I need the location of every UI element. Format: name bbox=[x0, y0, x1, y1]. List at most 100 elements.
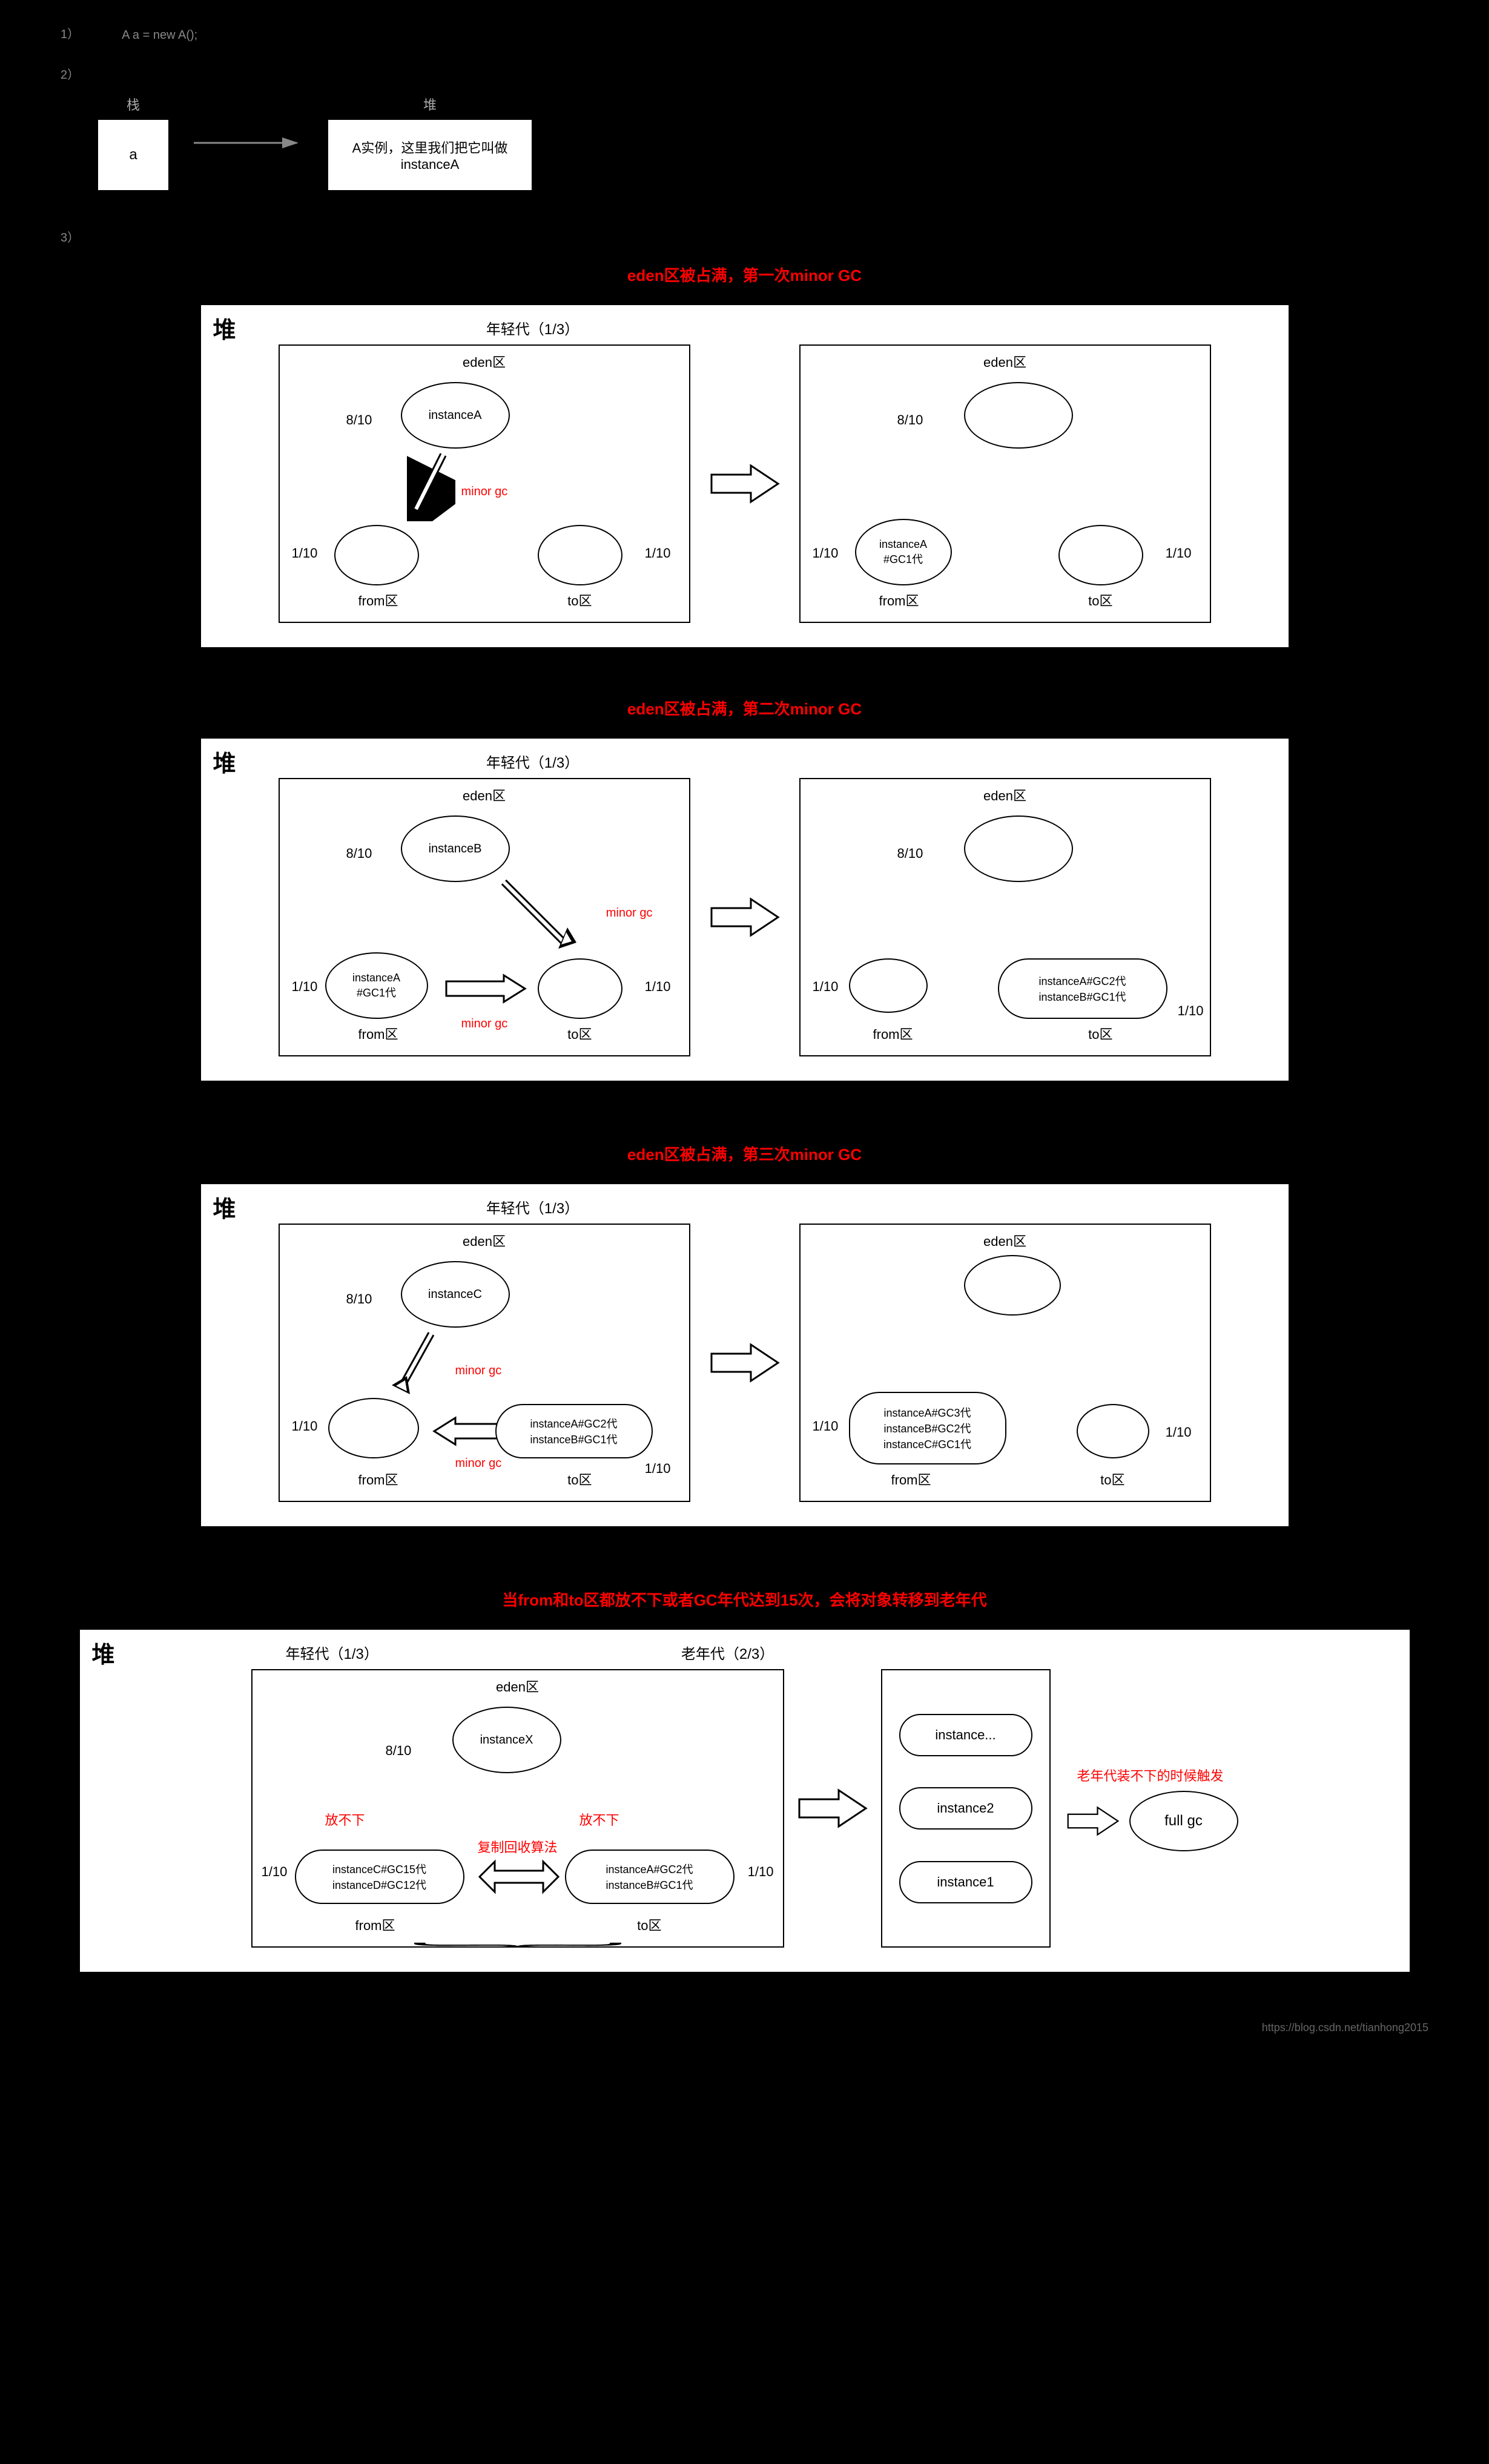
rt3: 1/10 bbox=[645, 1461, 671, 1477]
step-1: 1） A a = new A(); bbox=[61, 24, 1428, 47]
promote-title: 当from和to区都放不下或者GC年代达到15次，会将对象转移到老年代 bbox=[61, 1588, 1428, 1610]
from-label-a: from区 bbox=[879, 590, 919, 610]
re3: 8/10 bbox=[346, 1291, 372, 1307]
gc2-title: eden区被占满，第二次minor GC bbox=[61, 697, 1428, 719]
to-label: to区 bbox=[567, 590, 592, 610]
heap-title-2: 堆 bbox=[213, 745, 236, 778]
brace-icon: ︸ bbox=[409, 1937, 627, 1964]
transition-arrow-icon bbox=[708, 460, 781, 508]
to-oval-2 bbox=[538, 958, 622, 1019]
arrow-from-to-icon bbox=[443, 970, 528, 1007]
eden-instanceB: instanceB bbox=[401, 815, 510, 882]
from-content-2: instanceA #GC1代 bbox=[325, 952, 428, 1019]
yl3: 年轻代（1/3） bbox=[0, 1196, 1264, 1217]
ratio-eden-a: 8/10 bbox=[897, 412, 923, 428]
watermark: https://blog.csdn.net/tianhong2015 bbox=[61, 2021, 1428, 2034]
ratio-eden: 8/10 bbox=[346, 412, 372, 428]
ht3: 堆 bbox=[213, 1190, 236, 1224]
ratio-from-a: 1/10 bbox=[813, 545, 839, 561]
from-empty-3 bbox=[328, 1398, 419, 1458]
algo: 复制回收算法 bbox=[477, 1837, 557, 1856]
eden-instanceX: instanceX bbox=[452, 1707, 561, 1773]
step3-label: 3） bbox=[61, 231, 79, 245]
rf3: 1/10 bbox=[292, 1418, 318, 1434]
from-oval bbox=[334, 525, 419, 585]
to-content-3: instanceA#GC2代 instanceB#GC1代 bbox=[495, 1404, 653, 1458]
full-gc-oval: full gc bbox=[1129, 1791, 1238, 1851]
rf3a: 1/10 bbox=[813, 1418, 839, 1434]
arrow-to-old bbox=[796, 1784, 869, 1833]
heap-instance-box: A实例，这里我们把它叫做instanceA bbox=[327, 119, 533, 191]
cf1: 放不下 bbox=[325, 1810, 365, 1829]
minor-gc-text: minor gc bbox=[461, 485, 508, 499]
eden-2a: eden区 bbox=[983, 785, 1026, 805]
double-arrow-icon bbox=[477, 1856, 561, 1898]
from-content-4: instanceC#GC15代 instanceD#GC12代 bbox=[295, 1850, 464, 1904]
promote-panel: 堆 年轻代（1/3） 老年代（2/3） eden区 8/10 instanceX… bbox=[79, 1629, 1411, 1973]
e3a: eden区 bbox=[983, 1231, 1026, 1250]
young-label-1: 年轻代（1/3） bbox=[0, 317, 1264, 338]
step-3: 3） bbox=[61, 228, 1428, 245]
gc2-before: eden区 8/10 instanceB minor gc 1/10 insta… bbox=[279, 778, 690, 1056]
re4: 8/10 bbox=[386, 1743, 412, 1759]
tl4: to区 bbox=[637, 1915, 661, 1934]
eden-label-a: eden区 bbox=[983, 352, 1026, 371]
eden-empty-2 bbox=[964, 815, 1073, 882]
mg3b: minor gc bbox=[455, 1457, 502, 1471]
cf2: 放不下 bbox=[579, 1810, 619, 1829]
gc1-after: eden区 8/10 1/10 instanceA #GC1代 from区 1/… bbox=[799, 344, 1211, 623]
yl4: 年轻代（1/3） bbox=[286, 1642, 378, 1663]
r-eden-2: 8/10 bbox=[346, 846, 372, 861]
e4: eden区 bbox=[496, 1676, 539, 1696]
from-result: instanceA #GC1代 bbox=[855, 519, 952, 585]
gc2-after: eden区 8/10 1/10 from区 instanceA#GC2代 ins… bbox=[799, 778, 1211, 1056]
to-content-4: instanceA#GC2代 instanceB#GC1代 bbox=[565, 1850, 735, 1904]
arrow-down-3 bbox=[389, 1328, 449, 1400]
e3: eden区 bbox=[463, 1231, 506, 1250]
re2a: 8/10 bbox=[897, 846, 923, 861]
eden-instanceC: instanceC bbox=[401, 1261, 510, 1328]
gc3-before: eden区 8/10 instanceC minor gc 1/10 from区… bbox=[279, 1224, 690, 1502]
pointer-arrow bbox=[194, 137, 303, 149]
old-item-2: instance1 bbox=[899, 1861, 1032, 1903]
gc1-panel: 堆 年轻代（1/3） eden区 8/10 instanceA minor gc… bbox=[200, 304, 1290, 648]
gc1-before: eden区 8/10 instanceA minor gc 1/10 from区… bbox=[279, 344, 690, 623]
fl2a: from区 bbox=[873, 1024, 913, 1043]
arrow-to-fullgc bbox=[1063, 1803, 1123, 1839]
step2-label: 2） bbox=[61, 68, 79, 82]
rf2: 1/10 bbox=[292, 979, 318, 995]
fl3a: from区 bbox=[891, 1469, 931, 1489]
rt2a: 1/10 bbox=[1178, 1003, 1204, 1019]
heap-title: 堆 bbox=[213, 311, 236, 344]
ratio-to-a: 1/10 bbox=[1166, 545, 1192, 561]
gc3-after: eden区 1/10 instanceA#GC3代 instanceB#GC2代… bbox=[799, 1224, 1211, 1502]
gc3-panel: 堆 年轻代（1/3） eden区 8/10 instanceC minor gc… bbox=[200, 1183, 1290, 1527]
gc3-title: eden区被占满，第三次minor GC bbox=[61, 1142, 1428, 1165]
promote-young: eden区 8/10 instanceX 放不下 放不下 复制回收算法 1/10… bbox=[251, 1669, 784, 1948]
eden-instanceA: instanceA bbox=[401, 382, 510, 449]
ratio-from: 1/10 bbox=[292, 545, 318, 561]
step1-code: A a = new A(); bbox=[122, 28, 197, 42]
heap-label: 堆 bbox=[327, 94, 533, 114]
eden-empty-3 bbox=[964, 1255, 1061, 1316]
rt3a: 1/10 bbox=[1166, 1425, 1192, 1440]
old-item-0: instance... bbox=[899, 1714, 1032, 1756]
eden-empty bbox=[964, 382, 1073, 449]
fl4: from区 bbox=[355, 1915, 395, 1934]
mg3a: minor gc bbox=[455, 1364, 502, 1378]
transition-arrow-3 bbox=[708, 1339, 781, 1387]
stack-label: 栈 bbox=[97, 94, 170, 114]
old-full-text: 老年代装不下的时候触发 bbox=[1077, 1765, 1223, 1785]
old-gen-box: instance... instance2 instance1 bbox=[881, 1669, 1051, 1948]
gc2-panel: 堆 年轻代（1/3） eden区 8/10 instanceB minor gc… bbox=[200, 737, 1290, 1082]
rt2: 1/10 bbox=[645, 979, 671, 995]
gc1-title: eden区被占满，第一次minor GC bbox=[61, 263, 1428, 286]
ratio-to: 1/10 bbox=[645, 545, 671, 561]
tl3: to区 bbox=[567, 1469, 592, 1489]
eden-2: eden区 bbox=[463, 785, 506, 805]
transition-arrow-2 bbox=[708, 893, 781, 941]
step-2: 2） 栈 a 堆 A实例，这里我们把它叫做instanceA bbox=[61, 65, 1428, 191]
rf4: 1/10 bbox=[262, 1864, 288, 1880]
to-oval bbox=[538, 525, 622, 585]
step1-label: 1） bbox=[61, 24, 79, 42]
